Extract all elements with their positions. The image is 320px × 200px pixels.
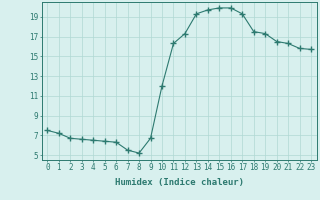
- X-axis label: Humidex (Indice chaleur): Humidex (Indice chaleur): [115, 178, 244, 187]
